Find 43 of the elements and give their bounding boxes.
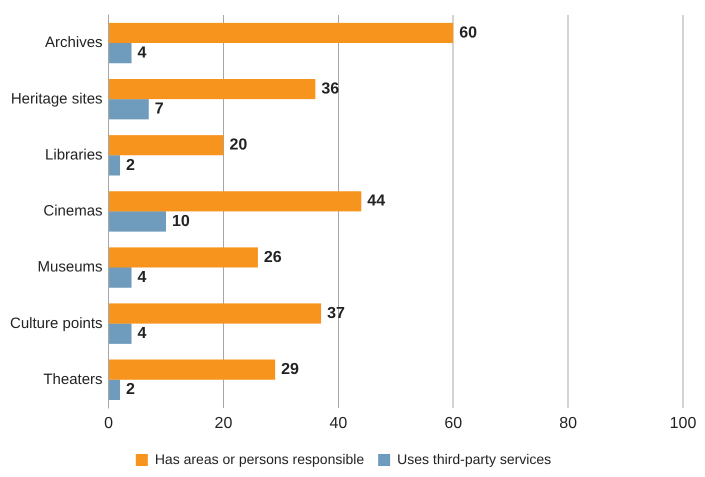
data-label: 36 bbox=[321, 80, 340, 98]
data-label: 60 bbox=[459, 24, 478, 42]
x-tick-label: 100 bbox=[670, 414, 696, 432]
bar bbox=[109, 268, 132, 288]
legend-label: Has areas or persons responsible bbox=[154, 450, 364, 467]
bar bbox=[109, 303, 322, 324]
data-label: 10 bbox=[172, 212, 190, 230]
data-label: 4 bbox=[138, 44, 147, 62]
bar bbox=[109, 247, 258, 268]
data-label: 29 bbox=[281, 361, 300, 378]
data-label: 37 bbox=[327, 304, 345, 322]
data-label: 20 bbox=[229, 136, 248, 154]
bar bbox=[109, 155, 120, 176]
data-label: 4 bbox=[138, 269, 147, 286]
x-tick-label: 0 bbox=[104, 414, 114, 432]
bar bbox=[109, 380, 120, 400]
x-tick-label: 20 bbox=[214, 414, 232, 432]
bar bbox=[109, 78, 316, 100]
data-label: 44 bbox=[367, 192, 386, 210]
legend-label: Uses third-party services bbox=[397, 450, 552, 467]
y-tick-label: Libraries bbox=[45, 146, 103, 164]
y-tick-label: Heritage sites bbox=[10, 90, 103, 108]
data-label: 26 bbox=[264, 248, 282, 266]
bar bbox=[109, 360, 276, 380]
y-tick-label: Theaters bbox=[43, 370, 103, 388]
bar bbox=[109, 99, 149, 120]
y-tick-label: Archives bbox=[45, 34, 103, 52]
data-label: 2 bbox=[126, 156, 136, 174]
x-tick-label: 60 bbox=[444, 414, 462, 432]
y-tick-label: Museums bbox=[38, 258, 103, 276]
data-label: 2 bbox=[126, 381, 136, 398]
bar bbox=[109, 191, 362, 212]
data-label: 4 bbox=[138, 325, 147, 342]
data-label: 7 bbox=[154, 100, 164, 118]
bar bbox=[109, 43, 132, 64]
y-tick-label: Cinemas bbox=[43, 202, 103, 220]
y-tick-label: Culture points bbox=[10, 314, 103, 332]
bar bbox=[109, 324, 132, 344]
x-tick-label: 80 bbox=[559, 414, 578, 432]
x-tick-label: 40 bbox=[329, 414, 348, 432]
bar bbox=[109, 22, 454, 44]
bar bbox=[109, 135, 224, 156]
bar bbox=[109, 211, 166, 232]
